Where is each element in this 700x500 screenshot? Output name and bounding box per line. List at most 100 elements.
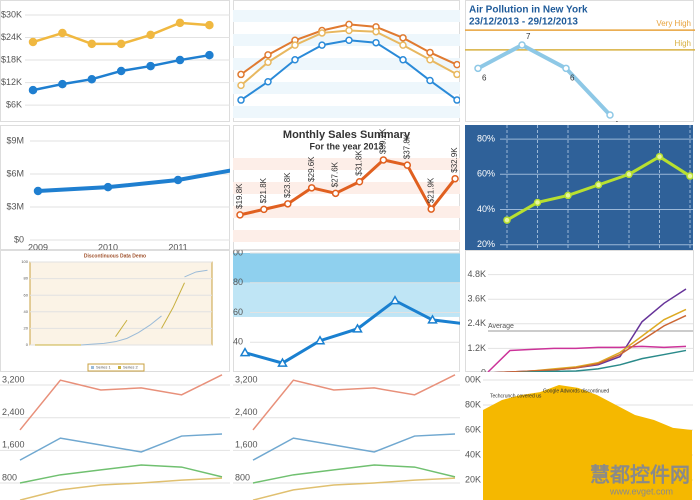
series-line	[35, 282, 185, 346]
y-tick-label: 80%	[477, 133, 495, 143]
chart-panel: 0 1.2K 2.4K 3.6K 4.8K Average	[467, 269, 693, 377]
series-line	[239, 158, 457, 217]
y-tick-label: 100	[228, 247, 243, 257]
point	[403, 161, 412, 169]
annotation: Techcrunch covered us	[490, 393, 542, 399]
y-tick-label: 3.6K	[467, 294, 486, 304]
chart-title: Air Pollution in New York	[469, 5, 588, 16]
chart-panel: $6K $12K $18K $24K $30K	[1, 9, 230, 109]
point	[372, 38, 380, 47]
data-label: $31.8K	[355, 150, 364, 176]
point	[379, 156, 388, 164]
point	[594, 181, 603, 189]
point	[264, 77, 272, 86]
data-label: $21.9K	[426, 177, 435, 203]
series-line	[487, 345, 687, 372]
point	[237, 96, 245, 104]
data-label: $37.8K	[402, 133, 411, 159]
annotation: Google Adwords discontinued	[543, 388, 609, 394]
point	[518, 41, 526, 49]
chart-panel: 40 60 80 100	[228, 247, 460, 367]
threshold-label: Very High	[656, 19, 691, 28]
point	[453, 96, 460, 104]
y-tick-label: 360K	[460, 424, 481, 434]
point	[205, 20, 214, 30]
point	[284, 200, 292, 208]
point	[236, 211, 244, 219]
point	[345, 36, 353, 45]
point	[103, 182, 113, 192]
plot-band	[233, 206, 460, 218]
data-label: 6	[570, 73, 575, 82]
chart-panel: Very High High 6 7 6 4 Air Pollution in New Yo…	[465, 5, 695, 122]
y-tick-label: 80	[233, 277, 243, 287]
point	[606, 111, 614, 119]
chart-title: Monthly Sales Summary	[283, 129, 411, 141]
y-tick-label: 2,400	[235, 407, 258, 417]
point	[345, 20, 353, 29]
point	[426, 76, 434, 85]
chart-subtitle: 23/12/2013 - 29/12/2013	[469, 17, 578, 28]
chart-panel: 120K 240K 360K 480K 600K Techcrunch covered u…	[460, 374, 693, 500]
series-line	[252, 464, 456, 484]
plot-band	[233, 252, 460, 283]
chart-title: Discontinuous Data Demo	[84, 253, 146, 259]
point	[116, 66, 126, 76]
point	[399, 56, 407, 64]
y-tick-label: 40	[233, 337, 243, 347]
point	[625, 170, 633, 179]
series-line	[515, 349, 687, 372]
series-line	[493, 314, 687, 372]
y-tick-label: 0	[26, 342, 29, 347]
y-tick-label: 480K	[460, 399, 481, 409]
point	[562, 64, 570, 73]
x-tick-label: 2010	[98, 242, 118, 252]
y-tick-label: 1.2K	[467, 343, 486, 353]
chart-panel: 800 1,600 2,400 3,200	[233, 374, 460, 500]
point	[345, 26, 353, 35]
y-tick-label: 0	[481, 367, 486, 377]
series-line	[37, 168, 230, 194]
y-tick-label: 3,200	[235, 374, 258, 384]
y-tick-label: 60%	[477, 169, 495, 179]
legend-box	[87, 363, 145, 372]
plot-band	[233, 106, 460, 118]
point	[260, 205, 268, 214]
point	[291, 41, 299, 49]
point	[474, 64, 482, 73]
y-tick-label: 60	[24, 292, 29, 297]
point	[58, 79, 67, 89]
y-tick-label: 800	[235, 472, 250, 482]
point	[372, 27, 380, 36]
point	[116, 39, 126, 49]
point	[399, 41, 407, 49]
point	[87, 39, 97, 49]
point	[331, 189, 340, 198]
point	[205, 50, 214, 60]
plot-band	[233, 10, 460, 22]
y-tick-label: 40	[24, 309, 29, 314]
point	[451, 174, 459, 183]
point	[28, 37, 38, 47]
point	[564, 191, 572, 200]
point	[352, 323, 363, 333]
point	[503, 216, 511, 224]
y-tick-label: $30K	[1, 9, 22, 19]
point	[453, 70, 460, 79]
chart-panel: 0 20 40 60 80 100 Discontinuous Data Demo Serie…	[21, 253, 213, 372]
watermark-name: 慧都控件网	[590, 462, 690, 486]
y-tick-label: $9M	[6, 135, 24, 145]
plot-band	[233, 158, 460, 170]
average-label: Average	[488, 323, 514, 330]
y-tick-label: 20	[24, 325, 29, 330]
y-tick-label: 20%	[477, 239, 495, 249]
threshold-label: High	[675, 39, 691, 48]
y-tick-label: 1,600	[235, 440, 258, 450]
chart-panel: $19.8K $21.8K $23.8K $29.6K $27.6K $31.8K $39.…	[233, 128, 460, 242]
series-line	[252, 477, 456, 500]
point	[173, 175, 183, 185]
chart-subtitle: For the year 2013	[309, 141, 383, 151]
data-label: $27.6K	[331, 161, 340, 187]
legend-label: Series 2	[123, 365, 138, 370]
y-tick-label: 2.4K	[467, 318, 486, 328]
